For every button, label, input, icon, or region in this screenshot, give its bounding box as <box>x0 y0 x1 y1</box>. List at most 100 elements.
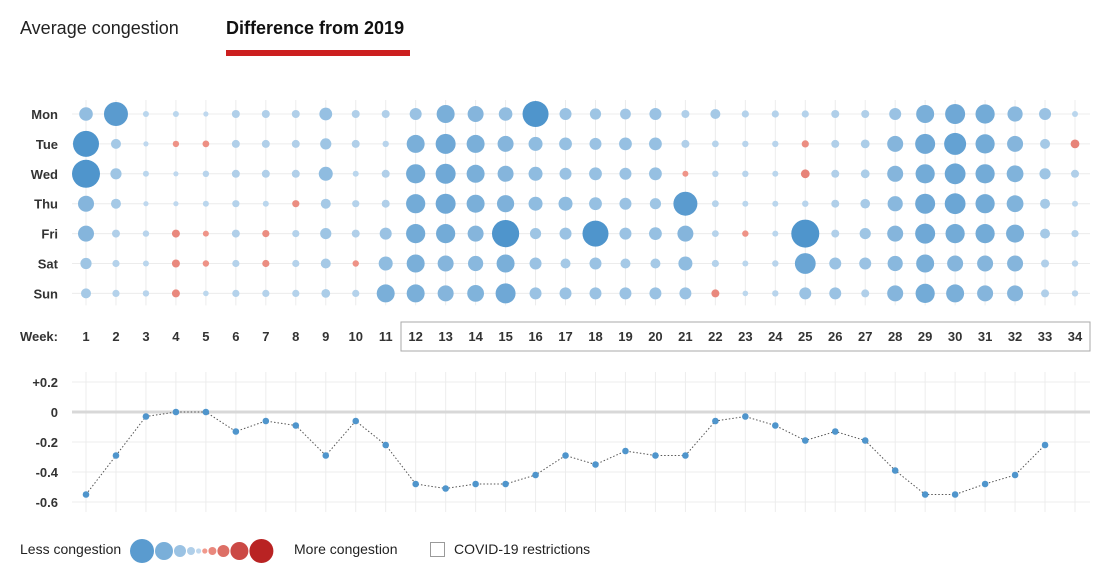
heatmap-bubble <box>889 108 902 120</box>
week-tick-label: 33 <box>1038 329 1052 344</box>
week-tick-label: 10 <box>348 329 362 344</box>
line-point <box>891 467 899 474</box>
heatmap-bubble <box>1039 108 1052 120</box>
legend-scale-bubble <box>202 548 208 554</box>
heatmap-bubble <box>1006 224 1025 243</box>
covid-restrictions-box <box>400 321 1091 352</box>
series-line <box>85 411 1046 495</box>
week-tick-label: 21 <box>678 329 692 344</box>
heatmap-bubble <box>975 164 995 184</box>
heatmap-bubble <box>72 159 100 188</box>
heatmap-bubble <box>915 223 936 244</box>
heatmap-bubble <box>321 289 331 298</box>
heatmap-bubble <box>80 257 92 270</box>
heatmap-bubble <box>944 163 966 185</box>
legend-scale-bubble <box>187 547 195 555</box>
heatmap-bubble <box>73 130 99 157</box>
heatmap-bubble <box>975 104 995 124</box>
line-point <box>861 437 869 444</box>
heatmap-bubble <box>232 259 240 268</box>
heatmap-bubble <box>559 227 572 240</box>
heatmap-bubble <box>232 289 240 297</box>
heatmap-bubble <box>261 169 270 178</box>
heatmap-bubble <box>381 169 390 178</box>
tab-average-congestion[interactable]: Average congestion <box>20 18 179 38</box>
heatmap-bubble <box>171 229 180 238</box>
heatmap-bubble <box>320 258 331 269</box>
heatmap-bubble <box>496 195 515 213</box>
week-tick-label: 25 <box>798 329 812 344</box>
heatmap-bubble <box>742 260 749 267</box>
heatmap-bubble <box>619 287 632 300</box>
line-point <box>142 413 150 420</box>
line-point <box>262 417 270 425</box>
heatmap-bubble <box>352 260 359 267</box>
week-tick-label: 15 <box>498 329 512 344</box>
heatmap-bubble <box>829 287 842 300</box>
heatmap-bubble <box>802 200 809 207</box>
heatmap-bubble <box>1040 228 1051 239</box>
heatmap-bubble <box>436 105 455 123</box>
heatmap-bubble <box>831 169 840 178</box>
heatmap-bubble <box>172 111 179 117</box>
heatmap-bubble <box>946 284 965 303</box>
heatmap-bubble <box>171 259 180 268</box>
heatmap-bubble <box>376 284 395 303</box>
heatmap-bubble <box>560 258 571 269</box>
line-point <box>772 422 779 429</box>
heatmap-bubble <box>318 166 333 181</box>
heatmap-bubble <box>468 255 484 272</box>
tab-difference-from-2019[interactable]: Difference from 2019 <box>226 18 405 38</box>
heatmap-bubble <box>143 141 149 147</box>
heatmap-bubble <box>589 257 602 270</box>
week-tick-label: 13 <box>438 329 452 344</box>
heatmap-bubble <box>320 138 332 150</box>
heatmap-bubble <box>772 170 779 177</box>
heatmap-bubble <box>262 259 270 268</box>
heatmap-bubble <box>142 230 150 237</box>
y-tick-label: -0.4 <box>36 465 59 480</box>
legend-more-label: More congestion <box>294 541 398 557</box>
heatmap-bubble <box>467 106 484 122</box>
heatmap-bubble <box>320 228 332 240</box>
heatmap-bubble <box>681 139 690 148</box>
heatmap-bubble <box>78 195 94 212</box>
heatmap-bubble <box>1071 260 1079 267</box>
week-tick-label: 31 <box>978 329 992 344</box>
line-point <box>1011 471 1019 479</box>
heatmap-bubble <box>710 109 721 119</box>
heatmap-bubble <box>711 140 719 148</box>
heatmap-bubble <box>975 194 995 214</box>
legend-less-label: Less congestion <box>20 541 122 557</box>
heatmap-bubble <box>142 290 150 297</box>
line-point <box>322 452 330 459</box>
heatmap-bubble <box>466 164 485 183</box>
heatmap-bubble <box>1040 138 1051 149</box>
heatmap-bubble <box>142 111 149 117</box>
line-point <box>1041 441 1049 449</box>
heatmap-bubble <box>202 260 210 267</box>
line-point <box>921 491 929 498</box>
week-tick-label: 27 <box>858 329 872 344</box>
week-tick-label: 24 <box>768 329 783 344</box>
heatmap-bubble <box>172 140 180 148</box>
heatmap-bubble <box>742 290 749 297</box>
legend-scale-bubble <box>155 542 173 560</box>
heatmap-bubble <box>944 132 967 155</box>
heatmap-bubble <box>559 137 572 151</box>
line-point <box>801 437 809 444</box>
heatmap-bubble <box>887 225 904 242</box>
heatmap-bubble <box>352 170 359 177</box>
heatmap-bubble <box>915 193 936 214</box>
heatmap-bubble <box>771 110 779 118</box>
heatmap-bubble <box>772 200 779 207</box>
line-point <box>712 417 719 425</box>
heatmap-bubble <box>589 137 602 150</box>
heatmap-bubble <box>944 193 966 215</box>
line-point <box>412 480 419 488</box>
heatmap-bubble <box>262 289 270 297</box>
heatmap-bubble <box>262 200 269 207</box>
line-point <box>622 447 629 455</box>
heatmap-bubble <box>711 200 719 208</box>
heatmap-bubble <box>1007 255 1024 272</box>
